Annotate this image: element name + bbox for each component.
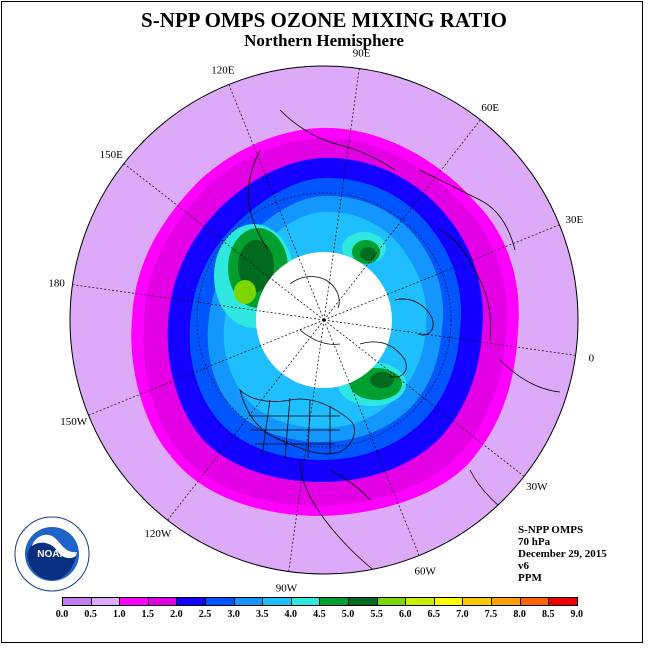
colorbar-tick-label: 8.5	[541, 609, 555, 620]
colorbar-tick-label: 1.0	[112, 609, 126, 620]
coastlines	[239, 109, 561, 574]
longitude-label-90E: 90E	[353, 48, 371, 60]
colorbar-swatch	[176, 597, 206, 606]
colorbar-swatch	[319, 597, 349, 606]
contour-5.0-patch-greenland	[370, 372, 394, 388]
colorbar-tick-label: 5.5	[370, 609, 383, 620]
colorbar-tick-label: 2.5	[198, 609, 212, 620]
info-level: 70 hPa	[518, 536, 551, 548]
longitude-labels: 90E 60E 30E 0 30W 60W 90W 120W 150W 180 150E 120E	[48, 48, 594, 595]
contour-5.0-patch-siberia	[360, 247, 376, 261]
longitude-label-60E: 60E	[481, 102, 499, 114]
colorbar-swatch	[290, 597, 321, 606]
colorbar-swatch	[262, 597, 292, 606]
colorbar-swatch	[462, 597, 492, 606]
colorbar-swatch	[491, 597, 521, 606]
colorbar-swatch	[433, 597, 464, 606]
colorbar-tick-label: 6.5	[427, 609, 441, 620]
colorbar-tick-label: 6.0	[398, 609, 412, 620]
colorbar-swatch	[147, 597, 178, 606]
noaa-logo: NOAA	[14, 516, 90, 592]
map-info: S-NPP OMPS 70 hPa December 29, 2015 v6 P…	[518, 524, 607, 584]
colorbar-tick-label: 5.0	[341, 609, 355, 620]
longitude-label-180: 180	[48, 277, 65, 289]
noaa-logo-text: NOAA	[37, 549, 66, 560]
colorbar-tick-label: 4.5	[313, 609, 326, 620]
longitude-label-30E: 30E	[565, 214, 583, 226]
colorbar-swatch	[405, 597, 435, 606]
colorbar-swatch	[519, 597, 550, 606]
colorbar-swatch	[348, 597, 378, 606]
longitude-label-150W: 150W	[60, 416, 88, 428]
colorbar-tick-label: 4.0	[284, 609, 298, 620]
longitude-label-60W: 60W	[414, 565, 436, 577]
colorbar-swatch	[205, 597, 235, 606]
colorbar-swatch	[376, 597, 407, 606]
longitude-label-90W: 90W	[276, 582, 298, 594]
longitude-label-30W: 30W	[526, 481, 548, 493]
colorbar-swatch	[233, 597, 264, 606]
colorbar-tick-label: 9.0	[570, 609, 584, 620]
colorbar-tick-label: 7.5	[484, 609, 498, 620]
colorbar-swatch	[119, 597, 149, 606]
colorbar-tick-label: 8.0	[513, 609, 526, 620]
colorbar-tick-label: 7.0	[456, 609, 469, 620]
colorbar-swatch	[90, 597, 121, 606]
colorbar-tick-label: 3.0	[227, 609, 240, 620]
colorbar-swatch	[548, 597, 578, 606]
contour-5.0-patch-pacific	[238, 240, 274, 292]
info-instrument: S-NPP OMPS	[518, 524, 584, 536]
info-date: December 29, 2015	[518, 548, 607, 560]
map-subtitle: Northern Hemisphere	[244, 31, 404, 50]
colorbar-tick-label: 3.5	[255, 609, 269, 620]
colorbar-swatch	[62, 597, 92, 606]
contour-5.5-patch-pacific	[234, 280, 256, 304]
colorbar-tick-label: 1.5	[141, 609, 155, 620]
info-units: PPM	[518, 572, 542, 584]
longitude-label-150E: 150E	[100, 149, 124, 161]
longitude-label-120E: 120E	[211, 65, 235, 77]
map-title: S-NPP OMPS OZONE MIXING RATIO	[141, 8, 507, 32]
colorbar-tick-label: 0.5	[84, 609, 97, 620]
longitude-label-120W: 120W	[144, 528, 172, 540]
colorbar-tick-label: 0.0	[55, 609, 69, 620]
info-version: v6	[518, 560, 529, 572]
latitude-circle	[196, 192, 452, 448]
colorbar-tick-label: 2.0	[170, 609, 183, 620]
longitude-label-0: 0	[589, 353, 595, 365]
